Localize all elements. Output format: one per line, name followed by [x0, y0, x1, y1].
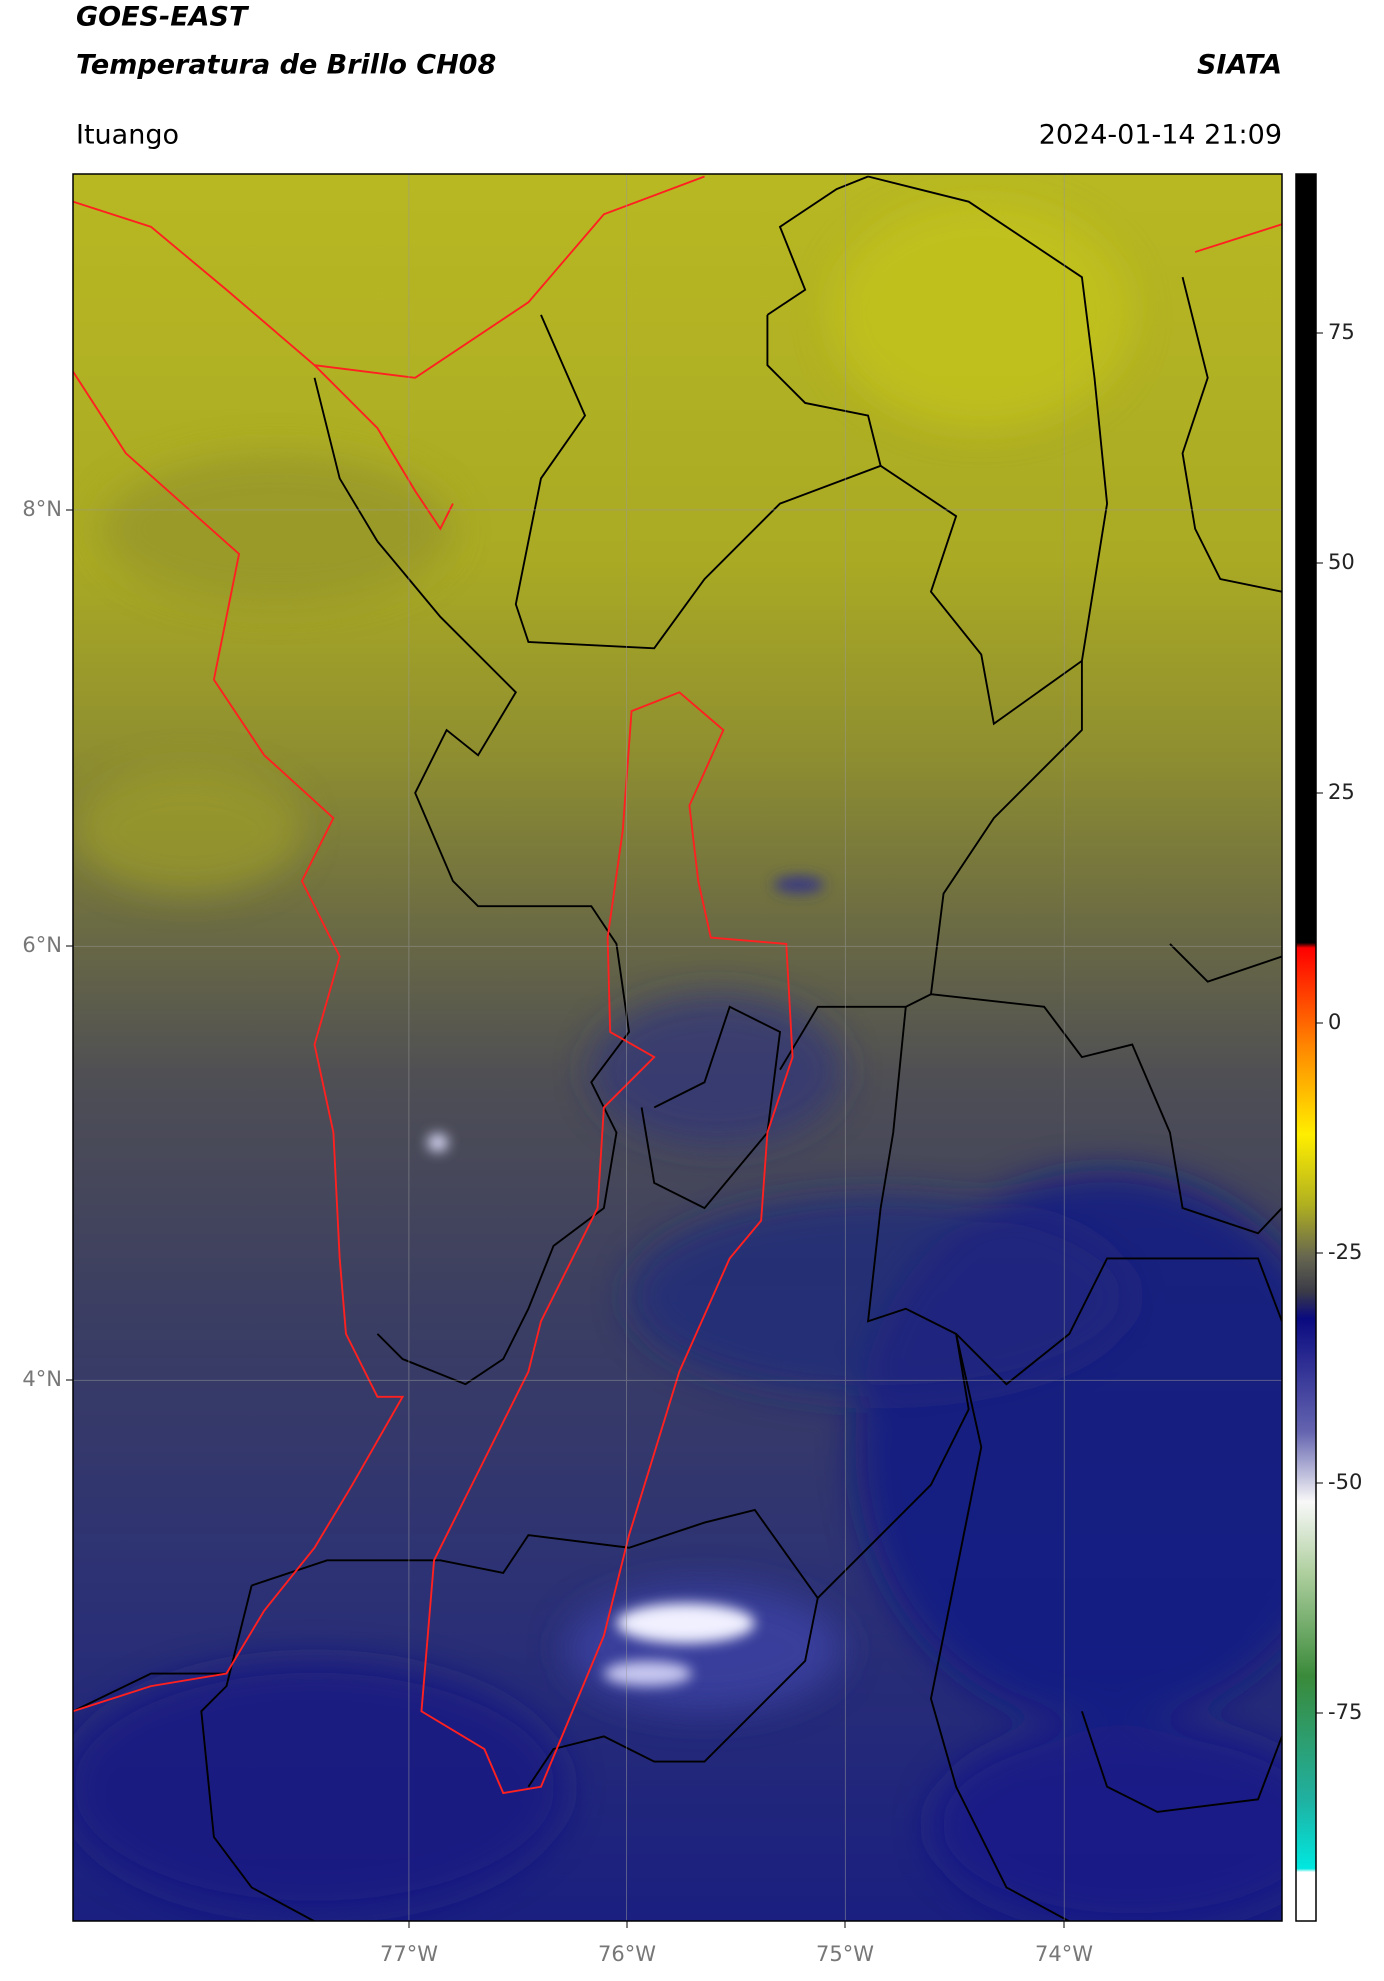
header: GOES-EAST Temperatura de Brillo CH08 SIA…: [76, 2, 1282, 151]
coastline-and-boundary: [73, 175, 1282, 1795]
convective-cells: [427, 875, 825, 1687]
colorbar-tick-label: -75: [1328, 1700, 1362, 1724]
graticule: [73, 174, 1282, 1921]
colorbar-tick-label: 50: [1328, 550, 1355, 574]
colorbar-tick-label: 0: [1328, 1010, 1341, 1034]
lat-label: 6°N: [22, 933, 62, 957]
lon-label: 77°W: [380, 1942, 438, 1966]
subtitle: Temperatura de Brillo CH08: [76, 50, 496, 81]
map: [73, 174, 1282, 1921]
lat-label: 4°N: [22, 1367, 62, 1391]
colorbar-tick-label: 25: [1328, 780, 1355, 804]
lat-label: 8°N: [22, 497, 62, 521]
lon-label: 74°W: [1035, 1942, 1093, 1966]
colorbar-tick-label: -25: [1328, 1240, 1362, 1264]
title: GOES-EAST: [76, 2, 250, 33]
lon-label: 75°W: [816, 1942, 874, 1966]
source: SIATA: [1197, 50, 1282, 81]
lon-label: 76°W: [598, 1942, 656, 1966]
admin-borders: [73, 175, 1282, 1921]
colorbar: [1295, 173, 1317, 1922]
colorbar-tick-label: -50: [1328, 1470, 1362, 1494]
map-frame: [72, 173, 1283, 1922]
labels: 8°N 6°N 4°N 77°W 76°W 75°W 74°W 75 50 25 0 -25 -50 -7…: [22, 320, 1362, 1966]
timestamp: 2024-01-14 21:09: [1039, 120, 1282, 151]
location: Ituango: [76, 120, 179, 151]
colorbar-tick-label: 75: [1328, 320, 1355, 344]
